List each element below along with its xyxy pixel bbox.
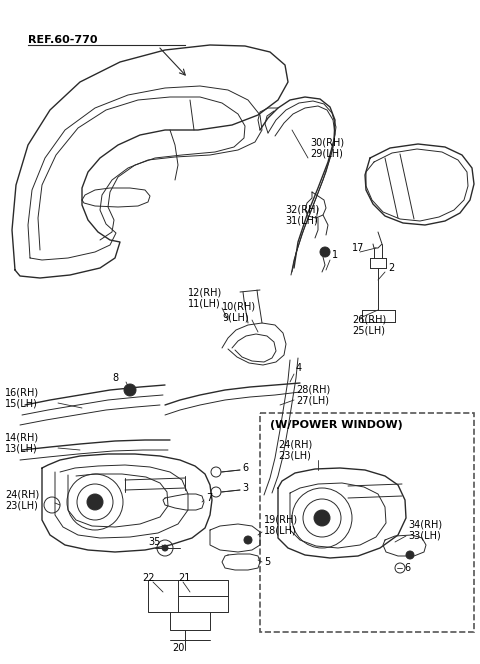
- Text: 16(RH)
15(LH): 16(RH) 15(LH): [5, 387, 39, 409]
- Text: 6: 6: [242, 463, 248, 473]
- Text: 14(RH)
13(LH): 14(RH) 13(LH): [5, 432, 39, 454]
- Text: 3: 3: [242, 483, 248, 493]
- Circle shape: [244, 536, 252, 544]
- Text: 34(RH)
33(LH): 34(RH) 33(LH): [408, 519, 442, 540]
- Text: 6: 6: [404, 563, 410, 573]
- Circle shape: [320, 247, 330, 257]
- Text: 8: 8: [112, 373, 118, 383]
- Text: 35: 35: [148, 537, 160, 547]
- Text: 24(RH)
23(LH): 24(RH) 23(LH): [5, 489, 39, 511]
- FancyBboxPatch shape: [260, 413, 474, 632]
- Text: 24(RH)
23(LH): 24(RH) 23(LH): [278, 439, 312, 461]
- Text: 21: 21: [178, 573, 191, 583]
- Text: 1: 1: [332, 250, 338, 260]
- Text: 4: 4: [296, 363, 302, 373]
- Text: 7: 7: [206, 493, 212, 503]
- Text: 2: 2: [388, 263, 394, 273]
- Text: 17: 17: [352, 243, 364, 253]
- Circle shape: [87, 494, 103, 510]
- Text: 19(RH)
18(LH): 19(RH) 18(LH): [264, 514, 298, 536]
- Text: 30(RH)
29(LH): 30(RH) 29(LH): [310, 137, 344, 159]
- Text: REF.60-770: REF.60-770: [28, 35, 97, 45]
- Text: 28(RH)
27(LH): 28(RH) 27(LH): [296, 384, 330, 406]
- Text: 20: 20: [172, 643, 184, 653]
- Circle shape: [162, 545, 168, 551]
- Text: 5: 5: [264, 557, 270, 567]
- Circle shape: [406, 551, 414, 559]
- Text: 22: 22: [142, 573, 155, 583]
- Text: 10(RH)
9(LH): 10(RH) 9(LH): [222, 301, 256, 323]
- Circle shape: [314, 510, 330, 526]
- Circle shape: [124, 384, 136, 396]
- Text: 12(RH)
11(LH): 12(RH) 11(LH): [188, 288, 222, 309]
- Text: 26(RH)
25(LH): 26(RH) 25(LH): [352, 314, 386, 336]
- Text: 32(RH)
31(LH): 32(RH) 31(LH): [285, 205, 319, 226]
- Text: (W/POWER WINDOW): (W/POWER WINDOW): [270, 420, 403, 430]
